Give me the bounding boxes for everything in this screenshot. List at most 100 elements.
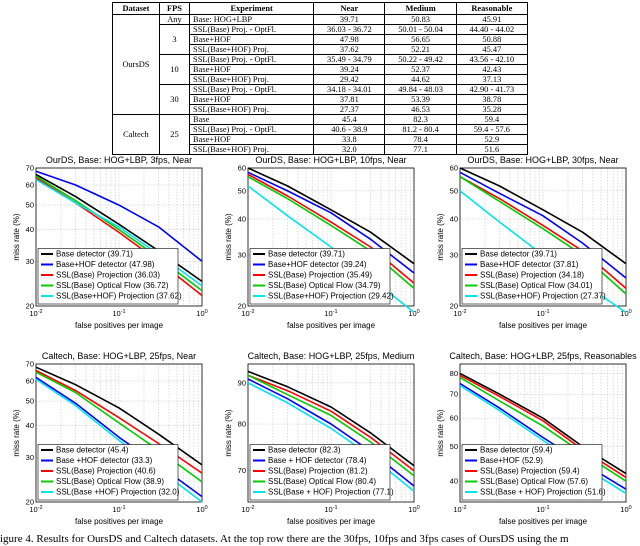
legend-box [37,444,179,501]
plot-3: OurDS, Base: HOG+LBP, 30fps, Near 20 30 40 5… [434,154,634,340]
near-cell: 37.62 [313,44,386,55]
y-tick-label: 50 [26,397,34,406]
legend-box [249,444,391,501]
table-body: OursDS Any Base: HOG+LBP 39.71 50.83 45.91 3 SS… [112,14,529,155]
fps-cell: 3 [158,24,191,55]
x-axis-label: false positives per image [499,321,588,330]
y-tick-label: 90 [238,378,246,387]
plot-title: OurDS, Base: HOG+LBP, 10fps, Near [255,155,406,165]
medium-cell: 78.4 [384,134,457,145]
y-tick-label: 80 [450,369,458,378]
y-tick-label: 40 [450,477,458,486]
medium-cell: 82.3 [384,114,457,125]
plot-frame [35,363,203,503]
medium-cell: 50.01 - 50.04 [384,24,457,35]
legend-entry: Base +HOF detector (33.3) [56,456,153,465]
table-row: Caltech 25 Base 45.4 82.3 59.4 [112,114,529,155]
y-tick-label: 40 [26,225,34,234]
x-tick-label: 10-2 [241,309,254,318]
near-cell: 27.37 [313,104,386,115]
y-tick-label: 50 [450,186,458,195]
y-tick-label: 60 [26,376,34,385]
plot-title: OurDS, Base: HOG+LBP, 30fps, Near [467,155,618,165]
reasonable-cell: 44.40 - 44.02 [455,24,529,35]
legend-entry: Base+HOF (52.9) [480,456,543,465]
reasonable-cell: 42.90 - 41.73 [455,84,529,95]
table-row: SSL(Base) Proj. - OptFl. 40.6 - 38.9 81.2 … [113,124,529,135]
plot-title: Caltech, Base: HOG+LBP, 25fps, Near [42,351,196,361]
legend-entry: SSL(Base +HOF) Projection (32.0) [56,488,180,497]
experiment-cell: Base: HOG+LBP [189,14,315,25]
reasonable-cell: 37.13 [455,74,529,85]
medium-cell: 44.62 [384,74,457,85]
x-tick-label: 10-2 [453,309,466,318]
experiment-cell: SSL(Base+HOF) Proj. [189,144,315,155]
experiment-cell: Base+HOF [189,94,315,105]
plot-title: Caltech, Base: HOG+LBP, 25fps, Medium [248,351,415,361]
legend-box [37,248,179,305]
plot-6: Caltech, Base: HOG+LBP, 25fps, Reasonabl… [434,350,637,536]
medium-cell: 50.22 - 49.42 [384,54,457,65]
series-line-1 [459,167,627,265]
col-dataset: Dataset [112,2,160,15]
near-cell: 45.4 [313,114,386,125]
plot-frame [247,167,415,307]
experiment-cell: SSL(Base+HOF) Proj. [189,74,315,85]
x-axis-label: false positives per image [287,321,376,330]
y-tick-label: 30 [26,453,34,462]
reasonable-cell: 43.56 - 42.10 [455,54,529,65]
near-cell: 47.98 [313,34,386,45]
legend-box [249,248,391,305]
legend-entry: SSL(Base) Projection (35.49) [268,271,372,280]
y-axis-label: miss rate (%) [12,409,21,456]
legend-entry: Base detector (39.71) [56,250,133,259]
table-row: Base+HOF 47.98 56.65 50.88 [113,34,529,45]
experiment-cell: SSL(Base) Proj. - OptFl. [189,54,315,65]
fps-cell: 30 [158,84,191,115]
experiment-cell: SSL(Base+HOF) Proj. [189,44,315,55]
x-tick-label: 100 [620,505,631,514]
series-line-2 [35,170,203,262]
near-cell: 39.71 [313,14,386,25]
experiment-cell: SSL(Base) Proj. - OptFl. [189,84,315,95]
y-tick-label: 60 [450,164,458,173]
plot-svg: OurDS, Base: HOG+LBP, 10fps, Near 20 30 40 5… [224,155,420,330]
experiment-cell: SSL(Base+HOF) Proj. [189,104,315,115]
experiment-cell: Base+HOF [189,134,315,145]
reasonable-cell: 59.4 - 57.6 [455,124,529,135]
y-tick-label: 60 [450,414,458,423]
legend-entry: Base detector (59.4) [480,446,553,455]
x-tick-label: 10-1 [536,505,549,514]
reasonable-cell: 45.47 [455,44,529,55]
fps-cell: 25 [158,114,191,155]
y-tick-label: 50 [450,442,458,451]
x-tick-label: 10-1 [324,309,337,318]
x-axis-label: false positives per image [287,517,376,526]
reasonable-cell: 51.6 [455,144,529,155]
reasonable-cell: 50.88 [455,34,529,45]
near-cell: 40.6 - 38.9 [313,124,386,135]
y-tick-label: 20 [450,302,458,311]
y-tick-label: 30 [238,251,246,260]
medium-cell: 49.84 - 48.03 [384,84,457,95]
reasonable-cell: 38.78 [455,94,529,105]
y-tick-label: 40 [238,214,246,223]
y-tick-label: 50 [238,186,246,195]
plot-title: OurDS, Base: HOG+LBP, 3fps, Near [46,155,192,165]
y-tick-label: 70 [238,466,246,475]
results-table: Dataset FPS Experiment Near Medium Reaso… [112,2,529,155]
plot-1: OurDS, Base: HOG+LBP, 3fps, Near 20 30 40 50… [10,154,210,340]
legend-entry: SSL(Base) Optical Flow (80.4) [268,477,376,486]
medium-cell: 81.2 - 80.4 [384,124,457,135]
y-axis-label: miss rate (%) [224,409,233,456]
x-tick-label: 10-1 [112,505,125,514]
medium-cell: 50.83 [384,14,457,25]
experiment-cell: SSL(Base) Proj. - OptFl. [189,24,315,35]
x-tick-label: 100 [196,505,207,514]
legend-entry: SSL(Base) Projection (81.2) [268,467,368,476]
legend-entry: SSL(Base) Optical Flow (34.01) [480,281,593,290]
plot-frame [247,363,415,503]
experiment-cell: Base+HOF [189,64,315,75]
plot-title: Caltech, Base: HOG+LBP, 25fps, Reasonabl… [449,351,637,361]
legend-entry: Base+HOF detector (39.24) [268,260,367,269]
